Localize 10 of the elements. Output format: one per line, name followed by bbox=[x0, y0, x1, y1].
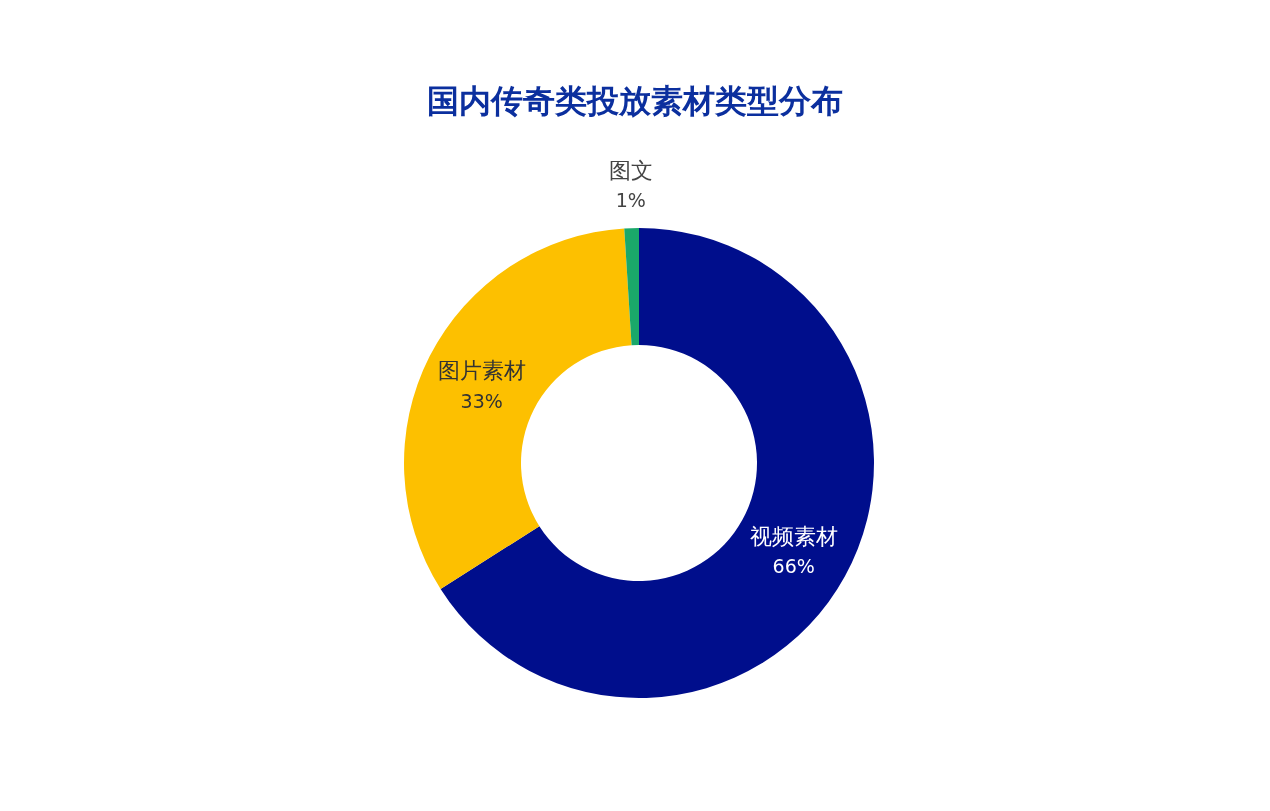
donut-slice bbox=[624, 228, 639, 346]
slice-label: 图片素材 bbox=[437, 358, 526, 384]
slice-label: 图文 bbox=[608, 157, 653, 183]
chart-title: 国内传奇类投放素材类型分布 bbox=[426, 81, 844, 122]
donut-slice bbox=[404, 228, 632, 589]
slice-label: 视频素材 bbox=[749, 523, 838, 549]
data-label: 1% bbox=[615, 189, 646, 212]
donut-slice bbox=[440, 228, 874, 698]
data-label: 33% bbox=[460, 389, 503, 412]
data-label: 66% bbox=[772, 555, 815, 578]
